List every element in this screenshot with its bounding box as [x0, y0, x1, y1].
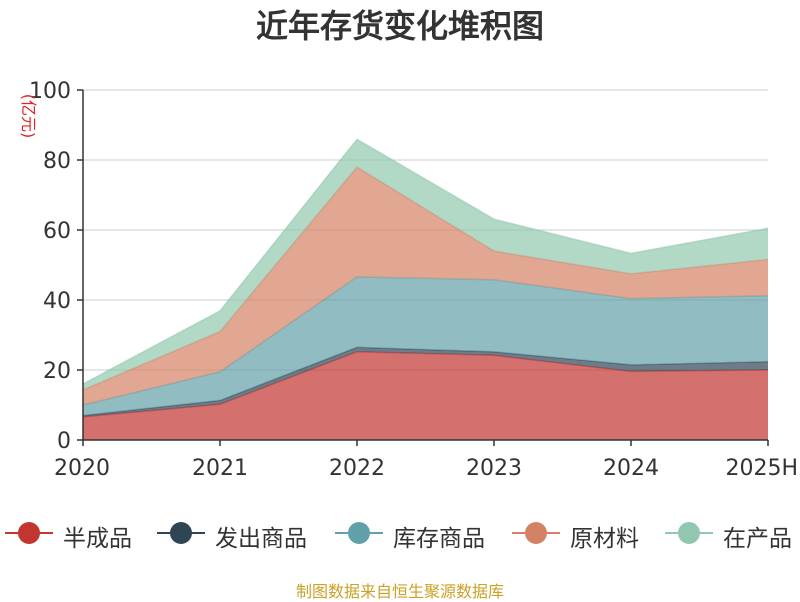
y-tick-label: 40 — [43, 289, 71, 314]
area-series-4 — [83, 167, 768, 405]
area-series-2 — [83, 347, 768, 417]
axes: 0 20 40 60 80 100 2020 2021 2022 2023 2024 2025H — [29, 79, 798, 481]
x-tick-label: 2020 — [54, 456, 110, 481]
series-line-5 — [82, 138, 769, 385]
x-tick-label: 2023 — [466, 456, 522, 481]
y-tick-label: 80 — [43, 149, 71, 174]
legend: 半成品 发出商品 库存商品 原材料 在产品 — [0, 513, 800, 553]
legend-marker-icon — [157, 522, 205, 544]
legend-label: 原材料 — [570, 526, 639, 552]
legend-label: 在产品 — [723, 526, 792, 552]
legend-label: 半成品 — [63, 526, 132, 552]
source-note: 制图数据来自恒生聚源数据库 — [295, 582, 504, 601]
legend-marker-icon — [665, 522, 713, 544]
y-tick-label: 60 — [43, 219, 71, 244]
legend-label: 库存商品 — [393, 526, 485, 552]
legend-label: 发出商品 — [215, 526, 307, 552]
y-tick-label: 20 — [43, 359, 71, 384]
area-series-1 — [83, 351, 768, 440]
x-tick-label: 2021 — [192, 456, 248, 481]
y-tick-label: 100 — [29, 79, 71, 104]
legend-marker-icon — [335, 522, 383, 544]
x-tick-label: 2022 — [329, 456, 385, 481]
y-tick-label: 0 — [57, 429, 71, 454]
area-series-5 — [83, 139, 768, 390]
y-axis-label: (亿元) — [19, 94, 38, 139]
area-series — [82, 138, 769, 440]
area-series-3 — [83, 276, 768, 416]
legend-marker-icon — [512, 522, 560, 544]
legend-marker-icon — [5, 522, 53, 544]
x-tick-label: 2025H — [725, 456, 798, 481]
chart-title: 近年存货变化堆积图 — [255, 7, 544, 45]
x-tick-label: 2024 — [603, 456, 659, 481]
